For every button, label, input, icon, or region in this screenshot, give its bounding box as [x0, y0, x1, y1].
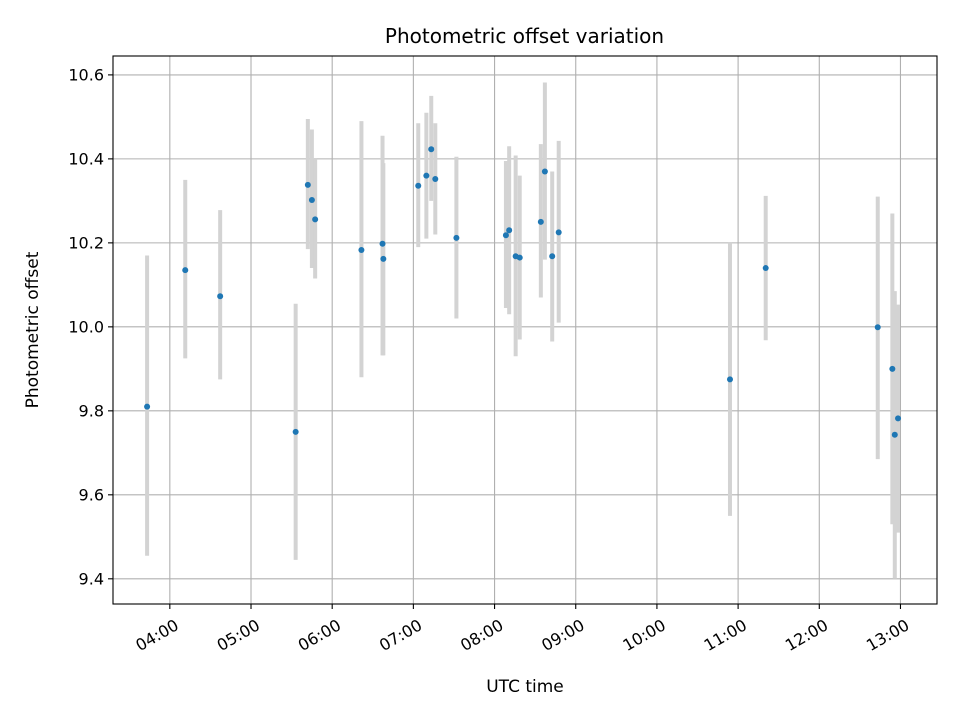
- data-point: [308, 197, 315, 204]
- data-point: [379, 240, 386, 247]
- data-point: [895, 415, 902, 422]
- data-point: [182, 267, 189, 274]
- y-tick-label: 9.6: [79, 485, 104, 504]
- data-point: [891, 431, 898, 438]
- data-point: [415, 182, 422, 189]
- data-point: [380, 255, 387, 262]
- data-point: [555, 229, 562, 236]
- data-point: [506, 227, 513, 234]
- data-point: [292, 428, 299, 435]
- data-point: [358, 247, 365, 254]
- data-point: [549, 253, 556, 260]
- y-tick-label: 9.8: [79, 401, 104, 420]
- data-point: [432, 176, 439, 183]
- y-tick-label: 10.2: [68, 233, 104, 252]
- y-tick-label: 10.4: [68, 149, 104, 168]
- data-point: [762, 265, 769, 272]
- y-tick-label: 10.0: [68, 317, 104, 336]
- data-point: [144, 403, 151, 410]
- data-point: [453, 234, 460, 241]
- data-point: [889, 365, 896, 372]
- x-axis-label: UTC time: [486, 677, 564, 697]
- data-point: [423, 172, 430, 179]
- data-point: [516, 254, 523, 261]
- plot-area-frame: [112, 55, 938, 605]
- data-point: [874, 324, 881, 331]
- chart-title: Photometric offset variation: [385, 24, 664, 48]
- data-point: [304, 181, 311, 188]
- data-point: [312, 216, 319, 223]
- data-point: [726, 376, 733, 383]
- data-point: [428, 146, 435, 153]
- y-axis-ticks: 9.4 9.6 9.8 10.0 10.2 10.4 10.6: [68, 65, 113, 588]
- y-tick-label: 9.4: [79, 569, 104, 588]
- data-points: [144, 146, 902, 438]
- grid: [113, 56, 937, 604]
- data-point: [541, 168, 548, 175]
- y-tick-label: 10.6: [68, 65, 104, 84]
- data-point: [217, 293, 224, 300]
- y-axis-label: Photometric offset: [23, 251, 43, 408]
- data-point: [537, 218, 544, 225]
- data-point: [502, 232, 509, 239]
